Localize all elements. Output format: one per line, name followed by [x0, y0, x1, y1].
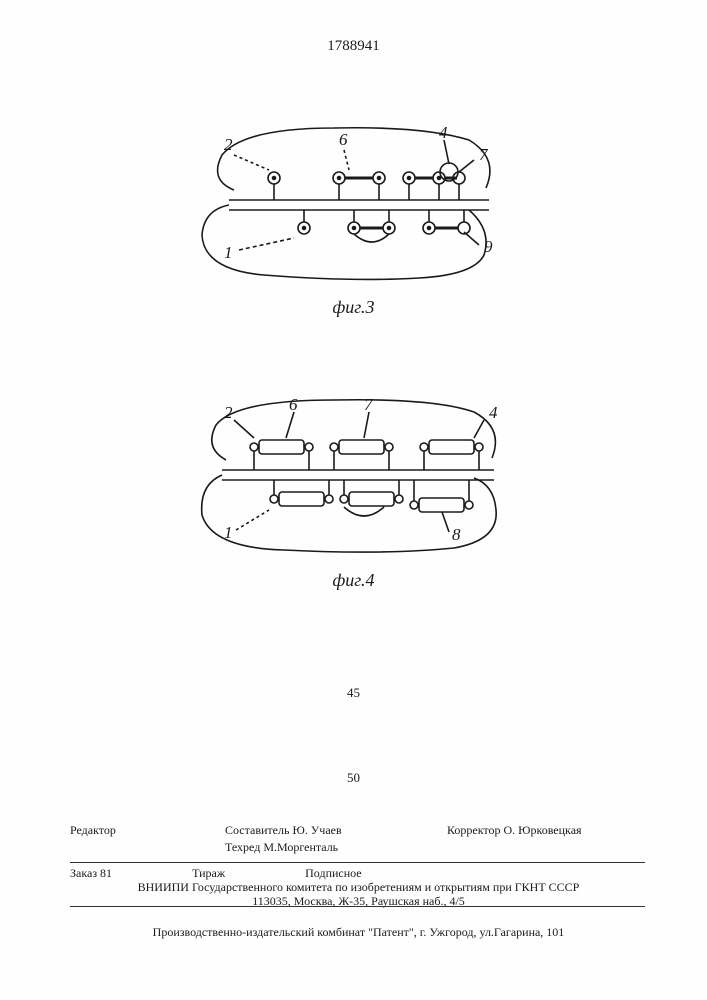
figure-3-caption: фиг.3: [332, 297, 374, 318]
patent-number: 1788941: [327, 38, 380, 55]
vniipi-block: ВНИИПИ Государственного комитета по изоб…: [70, 880, 647, 909]
figure-4-caption: фиг.4: [332, 570, 374, 591]
line-number-50: 50: [347, 770, 360, 786]
fig4-label-8: 8: [452, 525, 461, 544]
line-number-45: 45: [347, 685, 360, 701]
fig3-label-9: 9: [484, 237, 493, 256]
fig3-label-2: 2: [224, 135, 233, 154]
fig4-label-1: 1: [224, 523, 233, 542]
fig3-label-1: 1: [224, 243, 233, 262]
editor-label: Редактор: [70, 822, 195, 856]
figure-4: 2 6 7 4 1 8: [174, 380, 534, 560]
zakaz: Заказ 81: [70, 866, 112, 881]
compiler: Составитель Ю. Учаев: [225, 822, 447, 839]
figure-3: 2 6 4 7 1 9: [174, 110, 534, 290]
fig3-label-4: 4: [439, 123, 448, 142]
divider-1: [70, 862, 645, 863]
fig4-label-6: 6: [289, 395, 298, 414]
fig3-label-6: 6: [339, 130, 348, 149]
tech-editor: Техред М.Моргенталь: [225, 839, 447, 856]
tirazh: Тираж: [192, 866, 225, 881]
fig4-label-4: 4: [489, 403, 498, 422]
divider-2: [70, 906, 645, 907]
fig4-label-7: 7: [364, 395, 374, 414]
corrector: Корректор О. Юрковецкая: [447, 822, 647, 856]
fig4-label-2: 2: [224, 403, 233, 422]
podpisnoe: Подписное: [305, 866, 362, 881]
order-row: Заказ 81 Тираж Подписное: [70, 866, 647, 881]
footer: Производственно-издательский комбинат "П…: [70, 925, 647, 940]
credits-block: Редактор Составитель Ю. Учаев Техред М.М…: [70, 822, 647, 856]
vniipi-line1: ВНИИПИ Государственного комитета по изоб…: [70, 880, 647, 894]
